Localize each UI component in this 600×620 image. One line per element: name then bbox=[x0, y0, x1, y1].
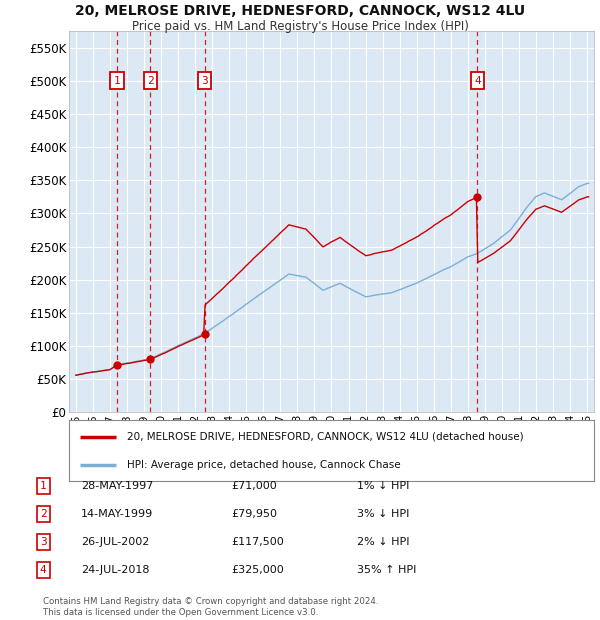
Text: £71,000: £71,000 bbox=[231, 481, 277, 491]
Text: 14-MAY-1999: 14-MAY-1999 bbox=[81, 509, 153, 519]
Text: 35% ↑ HPI: 35% ↑ HPI bbox=[357, 565, 416, 575]
Text: £325,000: £325,000 bbox=[231, 565, 284, 575]
Text: 2% ↓ HPI: 2% ↓ HPI bbox=[357, 537, 409, 547]
Text: 3% ↓ HPI: 3% ↓ HPI bbox=[357, 509, 409, 519]
Text: HPI: Average price, detached house, Cannock Chase: HPI: Average price, detached house, Cann… bbox=[127, 460, 400, 471]
Text: Price paid vs. HM Land Registry's House Price Index (HPI): Price paid vs. HM Land Registry's House … bbox=[131, 20, 469, 33]
Text: 24-JUL-2018: 24-JUL-2018 bbox=[81, 565, 149, 575]
Text: 28-MAY-1997: 28-MAY-1997 bbox=[81, 481, 154, 491]
Text: £117,500: £117,500 bbox=[231, 537, 284, 547]
Text: 20, MELROSE DRIVE, HEDNESFORD, CANNOCK, WS12 4LU (detached house): 20, MELROSE DRIVE, HEDNESFORD, CANNOCK, … bbox=[127, 432, 523, 442]
Text: £79,950: £79,950 bbox=[231, 509, 277, 519]
Text: 1: 1 bbox=[113, 76, 120, 86]
Text: 1: 1 bbox=[40, 481, 47, 491]
Text: 26-JUL-2002: 26-JUL-2002 bbox=[81, 537, 149, 547]
Text: 2: 2 bbox=[147, 76, 154, 86]
Text: 3: 3 bbox=[202, 76, 208, 86]
Text: 4: 4 bbox=[474, 76, 481, 86]
Text: 3: 3 bbox=[40, 537, 47, 547]
Text: Contains HM Land Registry data © Crown copyright and database right 2024.
This d: Contains HM Land Registry data © Crown c… bbox=[43, 598, 379, 617]
Text: 20, MELROSE DRIVE, HEDNESFORD, CANNOCK, WS12 4LU: 20, MELROSE DRIVE, HEDNESFORD, CANNOCK, … bbox=[75, 4, 525, 19]
Text: 2: 2 bbox=[40, 509, 47, 519]
Text: 1% ↓ HPI: 1% ↓ HPI bbox=[357, 481, 409, 491]
Text: 4: 4 bbox=[40, 565, 47, 575]
